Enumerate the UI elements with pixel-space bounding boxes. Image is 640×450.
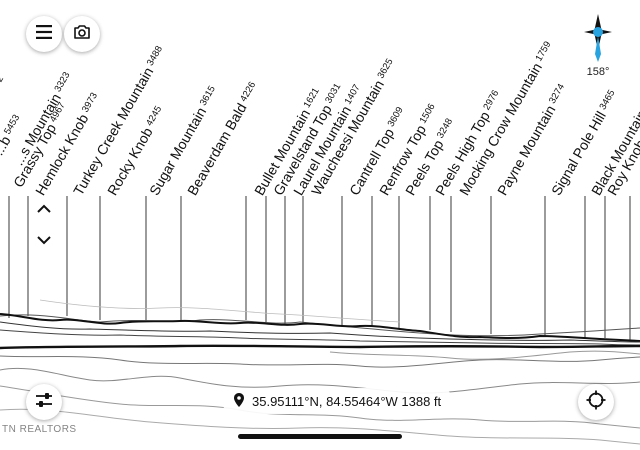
menu-button[interactable]: [26, 16, 62, 52]
compass-button[interactable]: [580, 10, 616, 66]
ridge-line-fore-3: [0, 385, 640, 429]
ridge-line-fore-2: [0, 367, 640, 394]
camera-icon: [73, 24, 91, 45]
location-readout[interactable]: 35.95111°N, 84.55464°W 1388 ft: [222, 388, 454, 414]
home-indicator[interactable]: [238, 434, 402, 439]
sliders-icon: [35, 392, 53, 413]
ridge-line-3: [0, 329, 640, 346]
scroll-up-button[interactable]: [34, 200, 54, 218]
ridge-line-base: [0, 344, 640, 350]
compass-needle-icon: [584, 14, 612, 62]
watermark-text: TN REALTORS: [2, 424, 77, 435]
crosshair-icon: [586, 390, 606, 415]
settings-button[interactable]: [26, 384, 62, 420]
compass-heading: 158°: [586, 66, 610, 78]
ridge-line-2: [0, 321, 640, 343]
chevron-up-icon: [37, 200, 51, 218]
location-pin-icon: [234, 392, 244, 410]
location-text: 35.95111°N, 84.55464°W 1388 ft: [252, 393, 442, 409]
camera-button[interactable]: [64, 16, 100, 52]
ridge-line-fore-5: [39, 299, 401, 323]
ridge-line-fore-6: [329, 350, 640, 360]
ridge-line-back: [0, 314, 640, 337]
ridge-line-fore-4: [0, 408, 640, 445]
ridge-line-main: [0, 313, 640, 342]
scroll-down-button[interactable]: [34, 232, 54, 250]
menu-icon: [36, 24, 52, 44]
recenter-button[interactable]: [578, 384, 614, 420]
ridge-line-fore-1: [0, 355, 640, 368]
chevron-down-icon: [37, 232, 51, 250]
